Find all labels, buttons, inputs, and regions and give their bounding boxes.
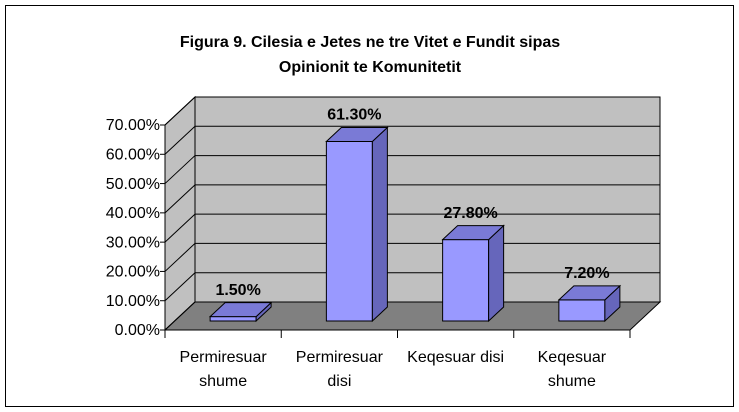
bar xyxy=(557,284,622,323)
y-tick-label: 0.00% xyxy=(115,322,160,339)
grid-line xyxy=(164,242,660,272)
x-tick-label: Permiresuar shume xyxy=(179,349,267,390)
y-tick-label: 50.00% xyxy=(106,176,160,193)
side-wall xyxy=(164,95,196,332)
grid-line xyxy=(164,125,660,155)
grid-line xyxy=(164,301,660,331)
grid-line xyxy=(164,155,660,184)
value-label: 27.80% xyxy=(443,205,497,222)
grid-line xyxy=(164,184,660,214)
y-tick-label: 30.00% xyxy=(106,234,160,251)
bar-top xyxy=(557,285,622,301)
bar-front xyxy=(325,140,373,322)
y-tick-label: 20.00% xyxy=(106,264,160,281)
bar-front xyxy=(209,316,257,322)
bar-top xyxy=(441,225,505,241)
y-tick-label: 10.00% xyxy=(106,293,160,310)
value-label: 1.50% xyxy=(215,282,260,299)
y-tick-label: 70.00% xyxy=(106,117,160,134)
bar-top xyxy=(325,126,389,142)
bar-side xyxy=(488,224,505,323)
bar xyxy=(325,126,389,323)
bar xyxy=(441,224,505,323)
bar-front xyxy=(558,299,606,322)
x-tick-label: Permiresuar disi xyxy=(295,349,383,390)
value-label: 61.30% xyxy=(327,107,381,124)
bar-side xyxy=(371,126,388,323)
value-label: 7.20% xyxy=(564,265,609,282)
y-tick-label: 40.00% xyxy=(106,205,160,222)
y-tick-label: 60.00% xyxy=(106,147,160,164)
grid-line xyxy=(164,213,660,243)
grid-line xyxy=(164,272,660,302)
bar-top xyxy=(208,302,273,318)
bar xyxy=(208,301,273,323)
x-tick-label: Keqesuar disi xyxy=(407,349,505,366)
x-tick-label: Keqesuar shume xyxy=(537,349,607,390)
grid-line xyxy=(164,96,660,126)
bar-front xyxy=(442,239,490,322)
chart-title: Figura 9. Cilesia e Jetes ne tre Vitet e… xyxy=(179,34,561,76)
